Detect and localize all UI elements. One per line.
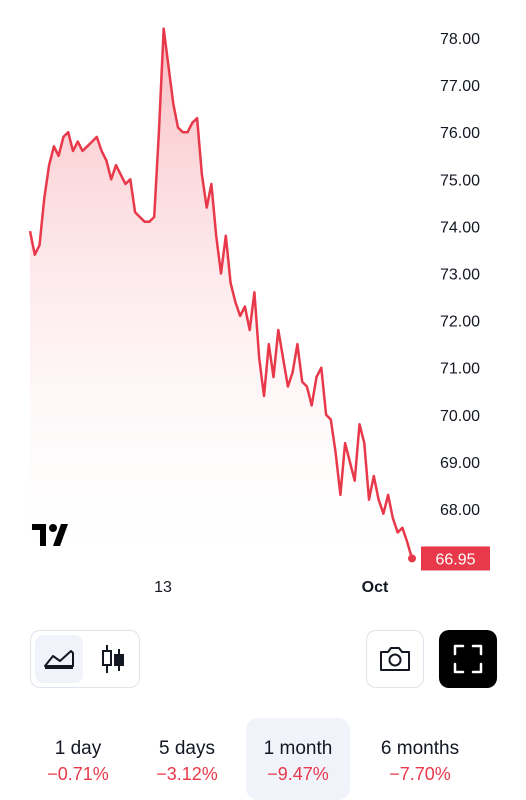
y-tick-label: 77.00 (440, 78, 480, 95)
y-tick-label: 72.00 (440, 314, 480, 331)
period-1-month[interactable]: 1 month −9.47% (246, 718, 350, 800)
x-tick-label: Oct (362, 579, 389, 596)
y-tick-label: 69.00 (440, 455, 480, 472)
period-label: 5 days (159, 738, 215, 759)
period-label: 6 months (380, 738, 460, 759)
chart-canvas[interactable]: 78.00 77.00 76.00 75.00 74.00 73.00 72.00 71.00… (0, 0, 526, 610)
y-tick-label: 76.00 (440, 125, 480, 142)
period-1-day[interactable]: 1 day −0.71% (22, 718, 134, 800)
period-selector: 1 day −0.71% 5 days −3.12% 1 month −9.47… (0, 718, 526, 800)
screenshot-button[interactable] (366, 630, 424, 688)
y-tick-label: 75.00 (440, 172, 480, 189)
last-price-dot (408, 554, 416, 563)
x-tick-label: 13 (154, 579, 172, 596)
period-label: 1 month (263, 738, 333, 759)
period-change: −0.71% (47, 764, 109, 784)
price-area-fill (30, 28, 412, 559)
tradingview-logo (32, 524, 68, 546)
fullscreen-button[interactable] (439, 630, 497, 688)
candlestick-chart-button[interactable] (89, 635, 137, 683)
y-tick-label: 70.00 (440, 408, 480, 425)
y-tick-label: 74.00 (440, 219, 480, 236)
period-5-days[interactable]: 5 days −3.12% (132, 718, 242, 800)
period-change: −3.12% (156, 764, 218, 784)
fullscreen-icon (453, 644, 483, 674)
last-price-badge (421, 546, 490, 571)
y-tick-label: 71.00 (440, 361, 480, 378)
period-change: −9.47% (267, 764, 329, 784)
y-tick-label: 78.00 (440, 31, 480, 48)
y-tick-label: 68.00 (440, 502, 480, 519)
period-6-months[interactable]: 6 months −7.70% (360, 718, 480, 800)
period-label: 1 day (54, 738, 102, 759)
last-price-label: 66.95 (435, 551, 475, 568)
period-change: −7.70% (389, 764, 451, 784)
price-line (28, 27, 414, 559)
chart-type-toggle (30, 630, 140, 688)
candlestick-icon (102, 645, 124, 673)
area-chart-button[interactable] (35, 635, 83, 683)
y-tick-label: 73.00 (440, 267, 480, 284)
price-chart[interactable]: 78.00 77.00 76.00 75.00 74.00 73.00 72.00 71.00… (0, 0, 526, 610)
camera-icon (380, 647, 410, 671)
area-chart-icon (44, 650, 74, 669)
